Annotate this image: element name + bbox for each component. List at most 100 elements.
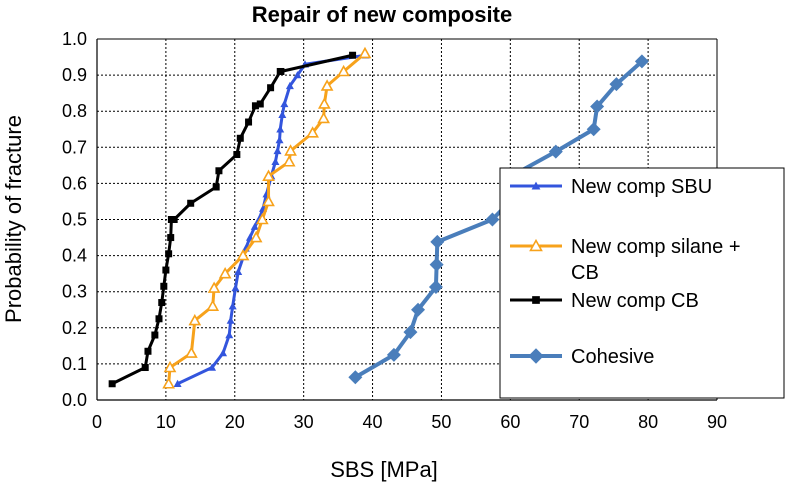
y-tick-label: 1.0 bbox=[62, 29, 87, 49]
data-point bbox=[188, 313, 202, 326]
data-point bbox=[108, 380, 116, 388]
data-point bbox=[285, 81, 294, 90]
data-point bbox=[278, 110, 287, 119]
legend-label: Cohesive bbox=[571, 346, 654, 368]
y-tick-label: 0.1 bbox=[62, 354, 87, 374]
x-axis-label: SBS [MPa] bbox=[330, 457, 438, 482]
data-point bbox=[225, 331, 234, 339]
data-point bbox=[228, 302, 237, 310]
data-point bbox=[485, 212, 500, 227]
series-new-comp-silane-cb bbox=[162, 46, 372, 389]
data-point bbox=[187, 199, 195, 207]
legend-entry: New comp CB bbox=[510, 290, 699, 312]
data-point bbox=[249, 230, 263, 243]
data-point bbox=[403, 325, 418, 340]
data-point bbox=[320, 79, 334, 91]
data-point bbox=[170, 216, 178, 223]
data-point bbox=[215, 167, 223, 175]
data-point bbox=[348, 370, 363, 385]
data-point bbox=[173, 379, 182, 387]
data-point bbox=[280, 99, 289, 108]
data-point bbox=[207, 281, 221, 293]
legend-label: New comp SBU bbox=[571, 176, 712, 198]
data-point bbox=[236, 248, 250, 261]
y-tick-label: 0.8 bbox=[62, 101, 87, 121]
data-point bbox=[234, 267, 243, 276]
data-point bbox=[218, 267, 232, 279]
data-point bbox=[167, 234, 175, 242]
x-tick-label: 40 bbox=[363, 412, 383, 432]
data-point bbox=[531, 181, 541, 190]
data-point bbox=[284, 144, 297, 156]
data-point bbox=[548, 144, 563, 159]
data-point bbox=[429, 257, 444, 272]
data-point bbox=[163, 360, 177, 373]
data-point bbox=[267, 84, 275, 92]
x-tick-labels: 0 10 20 30 40 50 60 70 80 90 bbox=[92, 412, 727, 432]
legend-label: New comp silane + bbox=[571, 236, 741, 258]
data-point bbox=[144, 347, 152, 355]
data-point bbox=[275, 136, 284, 144]
y-tick-label: 0.3 bbox=[62, 282, 87, 302]
legend-entry: New comp SBU bbox=[510, 176, 712, 198]
data-point bbox=[317, 97, 331, 109]
y-tick-label: 0.6 bbox=[62, 173, 87, 193]
data-point bbox=[262, 194, 275, 207]
data-point bbox=[273, 146, 282, 155]
data-point bbox=[162, 377, 176, 389]
y-tick-label: 0.7 bbox=[62, 137, 87, 157]
y-tick-label: 0.0 bbox=[62, 390, 87, 410]
data-point bbox=[251, 102, 259, 110]
data-point bbox=[293, 71, 302, 79]
y-tick-label: 0.4 bbox=[62, 246, 87, 266]
x-tick-label: 50 bbox=[431, 412, 451, 432]
data-point bbox=[208, 363, 217, 371]
y-tick-label: 0.5 bbox=[62, 210, 87, 230]
data-point bbox=[317, 111, 331, 124]
data-point bbox=[634, 54, 649, 69]
x-tick-label: 80 bbox=[638, 412, 658, 432]
data-point bbox=[141, 364, 149, 372]
y-tick-label: 0.2 bbox=[62, 318, 87, 338]
data-point bbox=[428, 280, 443, 295]
legend-box bbox=[499, 167, 785, 399]
legend-label: CB bbox=[571, 262, 599, 284]
data-point bbox=[185, 346, 198, 358]
data-point bbox=[250, 222, 259, 230]
chart-title: Repair of new composite bbox=[252, 2, 512, 27]
data-point bbox=[386, 347, 401, 362]
data-point bbox=[206, 299, 220, 311]
y-tick-labels: 0.0 0.1 0.2 0.3 0.4 0.5 0.6 0.7 0.8 0.9 1.0 bbox=[62, 29, 87, 410]
data-point bbox=[271, 157, 280, 165]
data-point bbox=[255, 212, 269, 225]
data-point bbox=[529, 238, 543, 252]
data-point bbox=[411, 302, 426, 317]
data-point bbox=[233, 151, 241, 159]
x-tick-label: 0 bbox=[92, 412, 102, 432]
x-tick-label: 20 bbox=[225, 412, 245, 432]
data-point bbox=[162, 266, 170, 274]
y-axis-label: Probability of fracture bbox=[1, 115, 26, 323]
data-point bbox=[586, 122, 601, 137]
data-point bbox=[245, 118, 253, 126]
data-point bbox=[430, 234, 445, 249]
data-point bbox=[236, 134, 244, 142]
data-point bbox=[349, 51, 357, 59]
x-tick-label: 70 bbox=[569, 412, 589, 432]
series-new-comp-cb bbox=[108, 51, 357, 388]
y-tick-label: 0.9 bbox=[62, 65, 87, 85]
data-point bbox=[160, 282, 168, 290]
data-point bbox=[276, 125, 285, 133]
data-point bbox=[158, 299, 166, 307]
data-point bbox=[226, 316, 235, 324]
data-point bbox=[358, 46, 372, 59]
legend-label: New comp CB bbox=[571, 290, 699, 312]
data-point bbox=[165, 250, 173, 258]
data-point bbox=[277, 67, 285, 75]
x-tick-label: 60 bbox=[500, 412, 520, 432]
data-point bbox=[609, 77, 624, 92]
legend-entry: New comp silane + CB bbox=[510, 236, 741, 284]
data-point bbox=[212, 183, 220, 191]
data-point bbox=[306, 126, 319, 138]
